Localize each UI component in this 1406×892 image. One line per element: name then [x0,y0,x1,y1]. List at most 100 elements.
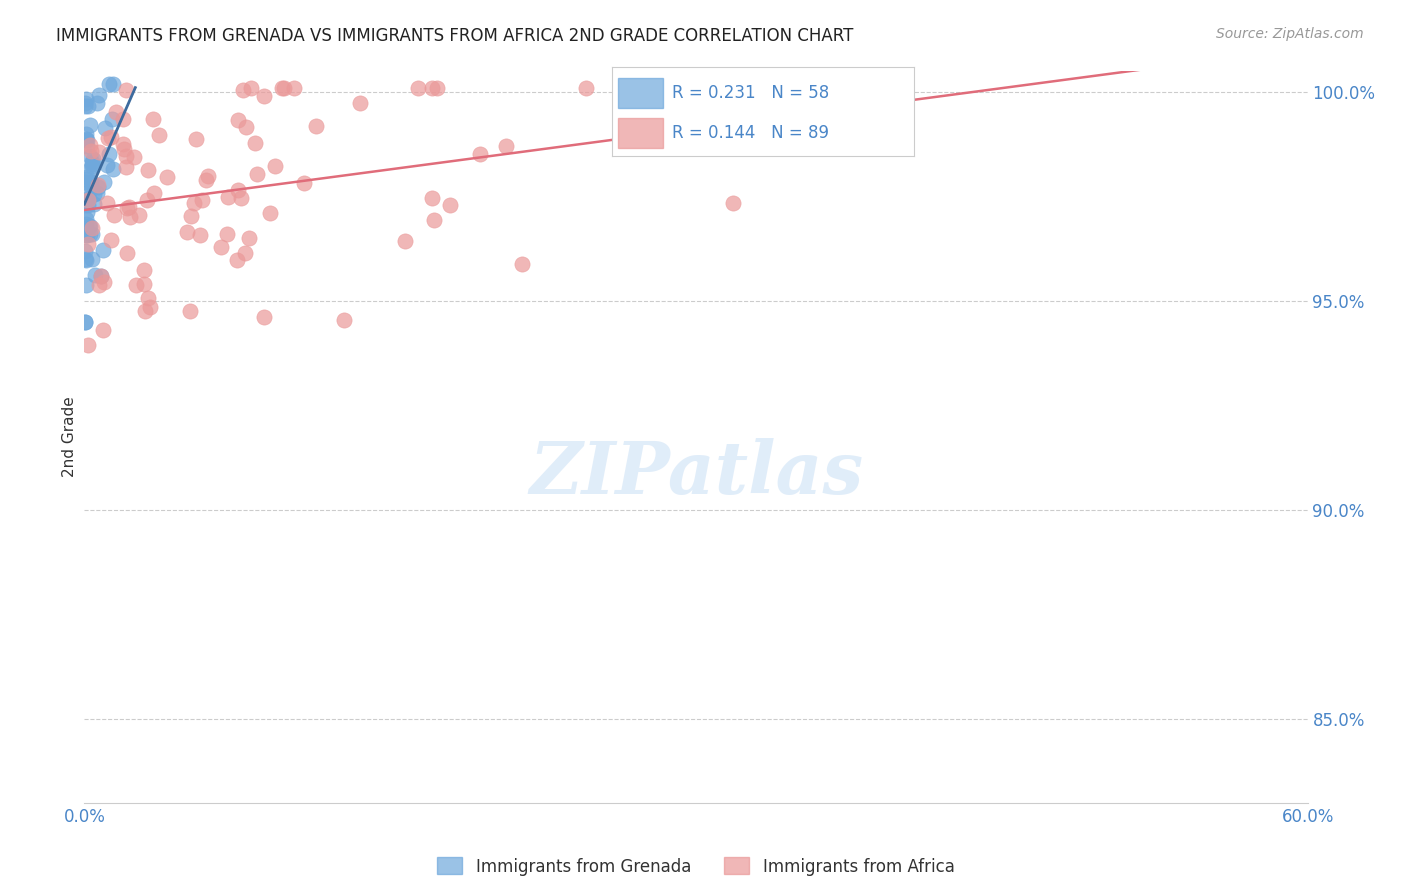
Point [468,147,491,161]
Point [259,206,281,220]
Point [76,133,98,147]
Text: Source: ZipAtlas.com: Source: ZipAtlas.com [1216,27,1364,41]
Point [76,170,98,185]
Point [136,194,159,208]
Point [124,278,146,293]
Point [406,81,429,95]
Point [183,196,205,211]
Point [90,269,112,284]
Text: R = 0.144   N = 89: R = 0.144 N = 89 [672,124,830,142]
Point [79,219,101,234]
Point [75,171,97,186]
Text: R = 0.231   N = 58: R = 0.231 N = 58 [672,84,830,102]
Point [271,81,294,95]
Point [75,99,97,113]
Point [75,217,97,231]
Point [124,150,146,164]
Point [226,182,249,196]
Point [91,323,114,337]
Point [619,99,641,113]
Point [77,193,100,207]
Point [86,186,108,201]
Point [75,277,97,292]
Point [118,210,141,224]
Point [103,208,125,222]
Point [97,131,120,145]
Point [142,112,165,127]
Point [132,277,155,291]
Point [87,88,110,103]
Point [115,149,138,163]
Point [82,221,104,235]
Point [394,234,416,248]
Point [94,120,117,135]
Point [83,187,105,202]
Point [75,315,97,329]
Point [195,172,218,186]
Point [75,244,97,258]
Point [87,145,110,160]
Point [100,130,122,145]
Point [93,175,115,189]
Point [253,88,276,103]
Point [439,198,461,212]
Point [231,190,253,204]
Text: ZIPatlas: ZIPatlas [529,438,863,509]
Point [423,213,446,227]
Point [101,161,124,176]
Point [246,167,269,181]
Point [84,268,107,282]
Point [233,246,256,260]
Point [90,268,112,283]
Point [76,227,98,242]
Y-axis label: 2nd Grade: 2nd Grade [62,397,77,477]
Point [75,127,97,141]
Point [197,169,219,184]
Point [112,112,135,127]
Point [188,228,211,243]
Point [349,95,371,110]
Point [104,104,127,119]
Point [100,233,122,247]
Point [91,244,114,258]
Point [83,196,105,211]
FancyBboxPatch shape [617,118,664,148]
Point [283,81,305,95]
Point [426,81,449,95]
Point [79,149,101,163]
Point [723,195,745,210]
Point [79,138,101,153]
Point [114,83,136,97]
Point [96,196,118,211]
Point [420,191,443,205]
Point [112,142,135,156]
Point [75,211,97,226]
Point [76,186,98,201]
Point [77,337,100,351]
Point [132,262,155,277]
Point [75,175,97,189]
Point [80,144,103,158]
Point [80,227,103,241]
Point [77,237,100,252]
Point [80,157,103,171]
Point [75,252,97,267]
Point [115,201,138,215]
Point [97,146,120,161]
Point [148,128,170,143]
Point [179,304,201,318]
Point [80,180,103,194]
Point [232,83,254,97]
Point [79,118,101,132]
Point [97,77,120,91]
Point [82,153,104,167]
Point [139,300,162,314]
Point [75,228,97,243]
Point [273,81,295,95]
Point [305,120,328,134]
Point [75,95,97,110]
Point [420,81,443,95]
Point [75,198,97,212]
Point [80,159,103,173]
Point [87,180,110,194]
